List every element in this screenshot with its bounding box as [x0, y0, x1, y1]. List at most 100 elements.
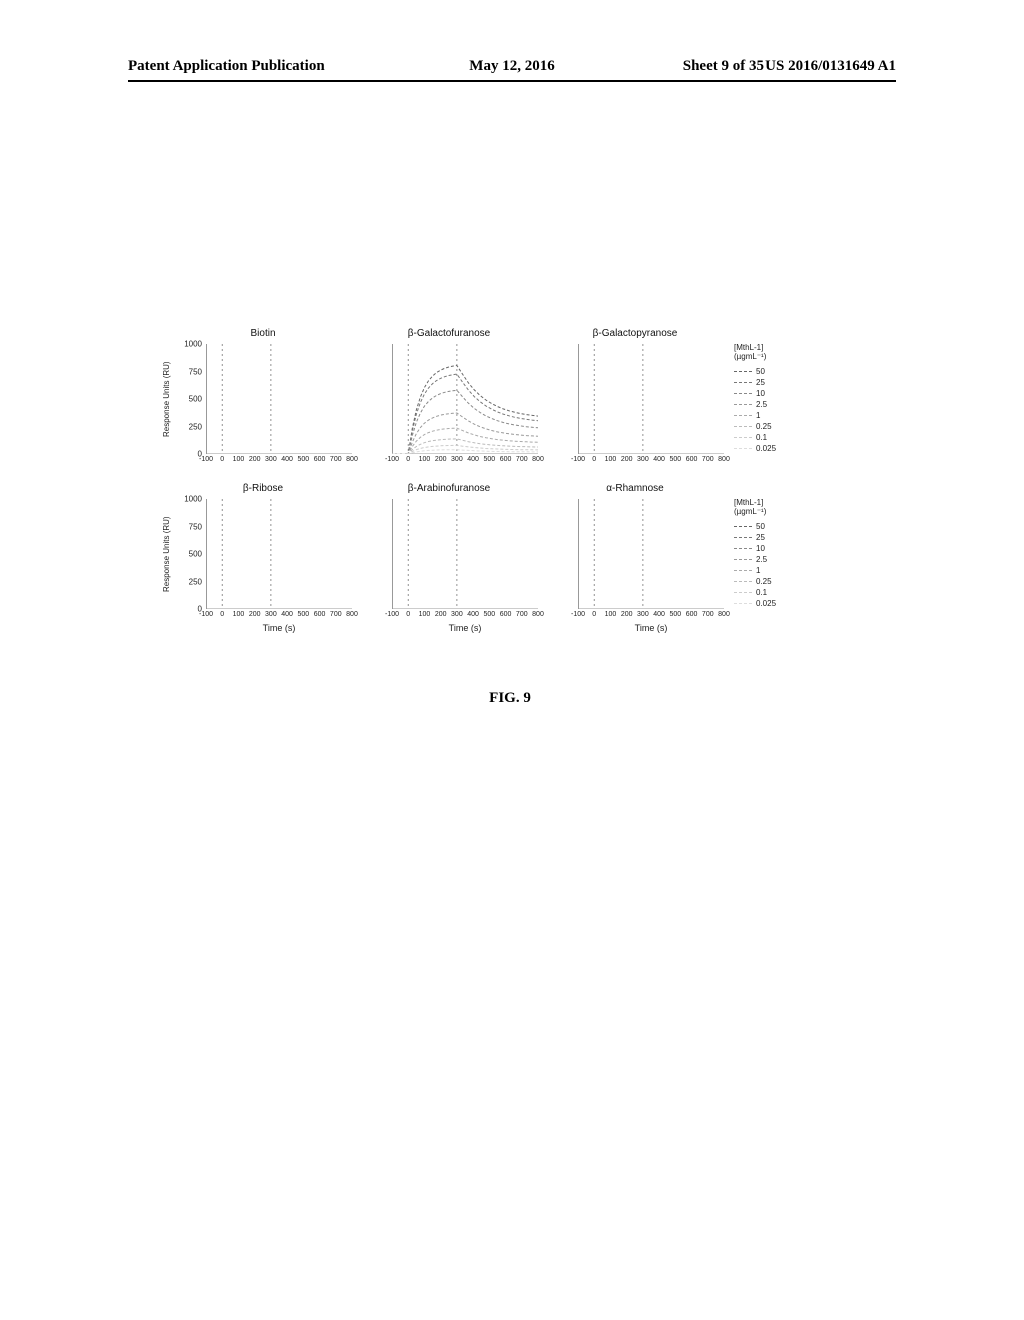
legend-swatch [734, 415, 752, 416]
y-tick-label: 750 [189, 522, 202, 531]
y-ticks: 02505007501000 [180, 499, 204, 609]
legend-swatch [734, 448, 752, 449]
chart-panel: β-Arabinofuranose-1000100200300400500600… [356, 485, 542, 640]
x-tick-label: 600 [686, 611, 698, 618]
legend-title: [MthL-1](µgmL⁻¹) [734, 499, 798, 517]
legend-item: 10 [734, 388, 798, 399]
x-tick-label: 700 [702, 611, 714, 618]
x-tick-label: 200 [621, 456, 633, 463]
y-tick-label: 750 [189, 367, 202, 376]
chart-panel: β-RiboseResponse Units (RU)0250500750100… [170, 485, 356, 640]
legend-label: 2.5 [756, 555, 767, 564]
x-tick-label: 200 [435, 611, 447, 618]
x-tick-label: 100 [419, 611, 431, 618]
y-tick-label: 1000 [184, 495, 202, 504]
x-tick-label: 300 [451, 456, 463, 463]
header-sheet: Sheet 9 of 35 [683, 58, 764, 75]
x-tick-label: 600 [686, 456, 698, 463]
plot-box [206, 344, 352, 454]
x-tick-label: 800 [718, 456, 730, 463]
x-tick-label: 100 [419, 456, 431, 463]
legend: [MthL-1](µgmL⁻¹)5025102.510.250.10.025 [728, 330, 798, 454]
x-ticks: -1000100200300400500600700800 [578, 611, 724, 621]
legend-label: 2.5 [756, 400, 767, 409]
x-tick-label: 100 [605, 456, 617, 463]
x-ticks: -1000100200300400500600700800 [578, 456, 724, 466]
x-tick-label: 100 [605, 611, 617, 618]
chart-panel: β-Galactopyranose-1000100200300400500600… [542, 330, 728, 485]
legend-item: 1 [734, 565, 798, 576]
legend: [MthL-1](µgmL⁻¹)5025102.510.250.10.025 [728, 485, 798, 609]
x-tick-label: 400 [281, 456, 293, 463]
x-tick-label: 200 [249, 456, 261, 463]
legend-swatch [734, 526, 752, 527]
legend-label: 10 [756, 544, 765, 553]
x-tick-label: 600 [500, 611, 512, 618]
legend-swatch [734, 570, 752, 571]
x-tick-label: 0 [406, 456, 410, 463]
x-tick-label: 600 [314, 456, 326, 463]
legend-label: 1 [756, 566, 760, 575]
x-ticks: -1000100200300400500600700800 [392, 611, 538, 621]
x-tick-label: 700 [516, 611, 528, 618]
legend-label: 0.025 [756, 599, 776, 608]
x-tick-label: 600 [314, 611, 326, 618]
chart-row: β-RiboseResponse Units (RU)0250500750100… [170, 485, 850, 640]
y-axis-label: Response Units (RU) [162, 344, 176, 454]
legend-item: 10 [734, 543, 798, 554]
x-tick-label: 300 [265, 456, 277, 463]
legend-item: 25 [734, 377, 798, 388]
x-tick-label: 400 [281, 611, 293, 618]
legend-item: 0.1 [734, 432, 798, 443]
x-tick-label: -100 [199, 611, 213, 618]
x-tick-label: 200 [435, 456, 447, 463]
legend-swatch [734, 559, 752, 560]
x-tick-label: 300 [637, 611, 649, 618]
x-tick-label: 0 [406, 611, 410, 618]
legend-item: 25 [734, 532, 798, 543]
legend-label: 0.1 [756, 433, 767, 442]
legend-item: 50 [734, 366, 798, 377]
figure-area: BiotinResponse Units (RU)02505007501000-… [170, 330, 850, 707]
x-ticks: -1000100200300400500600700800 [206, 456, 352, 466]
legend-item: 0.25 [734, 421, 798, 432]
figure-caption: FIG. 9 [170, 690, 850, 707]
legend-item: 1 [734, 410, 798, 421]
x-tick-label: 0 [220, 456, 224, 463]
y-tick-label: 250 [189, 577, 202, 586]
plot-box [578, 344, 724, 454]
x-axis-label: Time (s) [206, 623, 352, 633]
x-tick-label: 100 [233, 611, 245, 618]
x-tick-label: 400 [653, 611, 665, 618]
x-tick-label: 500 [297, 456, 309, 463]
y-axis-label: Response Units (RU) [162, 499, 176, 609]
y-tick-label: 500 [189, 395, 202, 404]
chart-panel: β-Galactofuranose-1000100200300400500600… [356, 330, 542, 485]
x-tick-label: 300 [451, 611, 463, 618]
legend-item: 50 [734, 521, 798, 532]
plot-box [392, 499, 538, 609]
chart-panel: α-Rhamnose-1000100200300400500600700800T… [542, 485, 728, 640]
header-rule [128, 80, 896, 82]
page-header: Patent Application Publication May 12, 2… [0, 58, 1024, 88]
legend-label: 25 [756, 533, 765, 542]
legend-label: 25 [756, 378, 765, 387]
x-tick-label: 700 [330, 456, 342, 463]
x-tick-label: 0 [220, 611, 224, 618]
x-tick-label: 600 [500, 456, 512, 463]
legend-swatch [734, 437, 752, 438]
chart-grid: BiotinResponse Units (RU)02505007501000-… [170, 330, 850, 640]
legend-item: 0.25 [734, 576, 798, 587]
y-tick-label: 250 [189, 422, 202, 431]
x-tick-label: 700 [330, 611, 342, 618]
x-tick-label: 500 [297, 611, 309, 618]
legend-swatch [734, 426, 752, 427]
x-tick-label: 200 [621, 611, 633, 618]
legend-swatch [734, 603, 752, 604]
panel-title: β-Galactofuranose [356, 328, 542, 339]
chart-row: BiotinResponse Units (RU)02505007501000-… [170, 330, 850, 485]
x-tick-label: -100 [199, 456, 213, 463]
legend-label: 50 [756, 522, 765, 531]
legend-label: 50 [756, 367, 765, 376]
x-ticks: -1000100200300400500600700800 [392, 456, 538, 466]
